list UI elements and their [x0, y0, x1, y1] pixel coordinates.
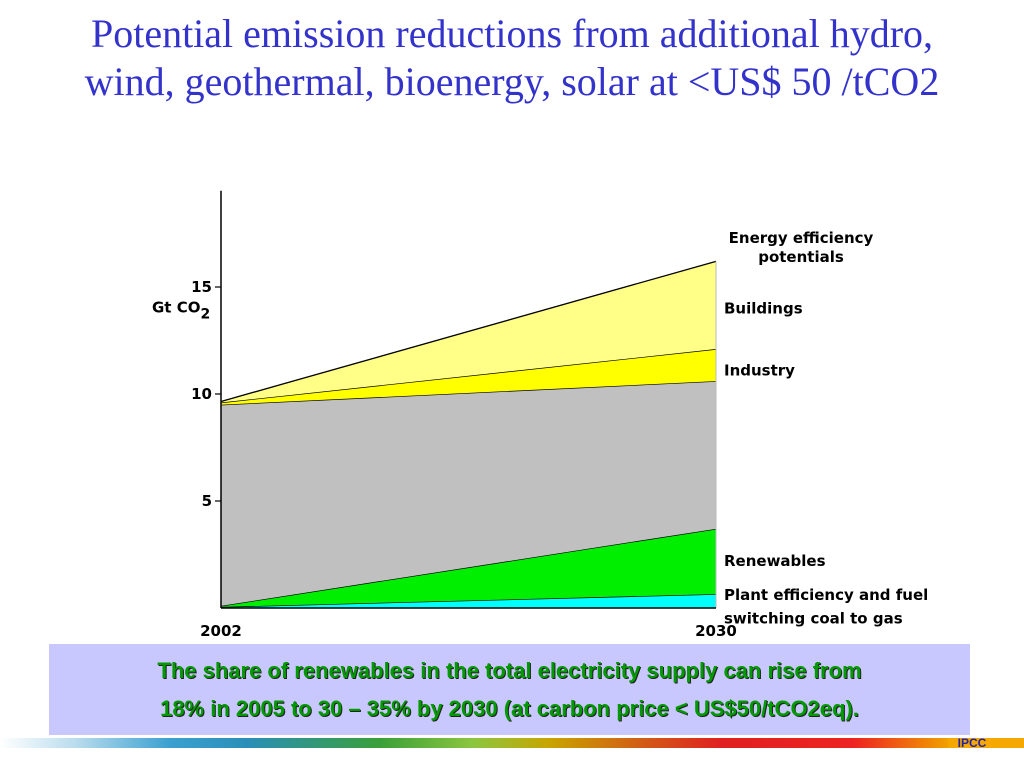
y-axis-label-subscript: 2: [200, 307, 210, 323]
x-tick-label-2002: 2002: [200, 622, 242, 640]
area-band-2: [221, 381, 716, 606]
y-axis-label: Gt CO2: [152, 299, 210, 323]
series-label-4-line-1: switching coal to gas: [724, 610, 903, 628]
series-label-4-line-0: Plant efficiency and fuel: [724, 586, 928, 604]
footer-gradient-bar: [0, 738, 948, 748]
series-label-2-line-0: Industry: [724, 361, 795, 379]
series-label-0-line-1: potentials: [758, 248, 844, 266]
caption-box: The share of renewables in the total ele…: [49, 644, 970, 735]
series-label-1-line-0: Buildings: [724, 299, 803, 317]
series-label-0-line-0: Energy efficiency: [729, 229, 874, 247]
y-tick-label-15: 15: [191, 278, 212, 296]
y-tick-label-10: 10: [191, 385, 212, 403]
chart-areas: [220, 260, 717, 608]
series-label-3-line-0: Renewables: [724, 552, 826, 570]
caption-line-1: The share of renewables in the total ele…: [157, 658, 862, 683]
area-boundary-4: [220, 260, 717, 403]
y-tick-label-5: 5: [202, 492, 212, 510]
chart-axes: 5 10 15 2002 2030 Gt CO2: [152, 190, 737, 640]
slide-title: Potential emission reductions from addit…: [0, 10, 1024, 106]
emission-reduction-chart: 5 10 15 2002 2030 Gt CO2 Energy efficiencypot…: [152, 190, 928, 640]
title-line-2: wind, geothermal, bioenergy, solar at <U…: [84, 59, 940, 104]
title-line-1: Potential emission reductions from addit…: [90, 11, 934, 56]
x-tick-label-2030: 2030: [695, 622, 737, 640]
footer-accent-bar: [948, 738, 1024, 748]
footer-label: IPCC: [957, 736, 987, 750]
caption-line-2: 18% in 2005 to 30 – 35% by 2030 (at carb…: [160, 696, 859, 721]
